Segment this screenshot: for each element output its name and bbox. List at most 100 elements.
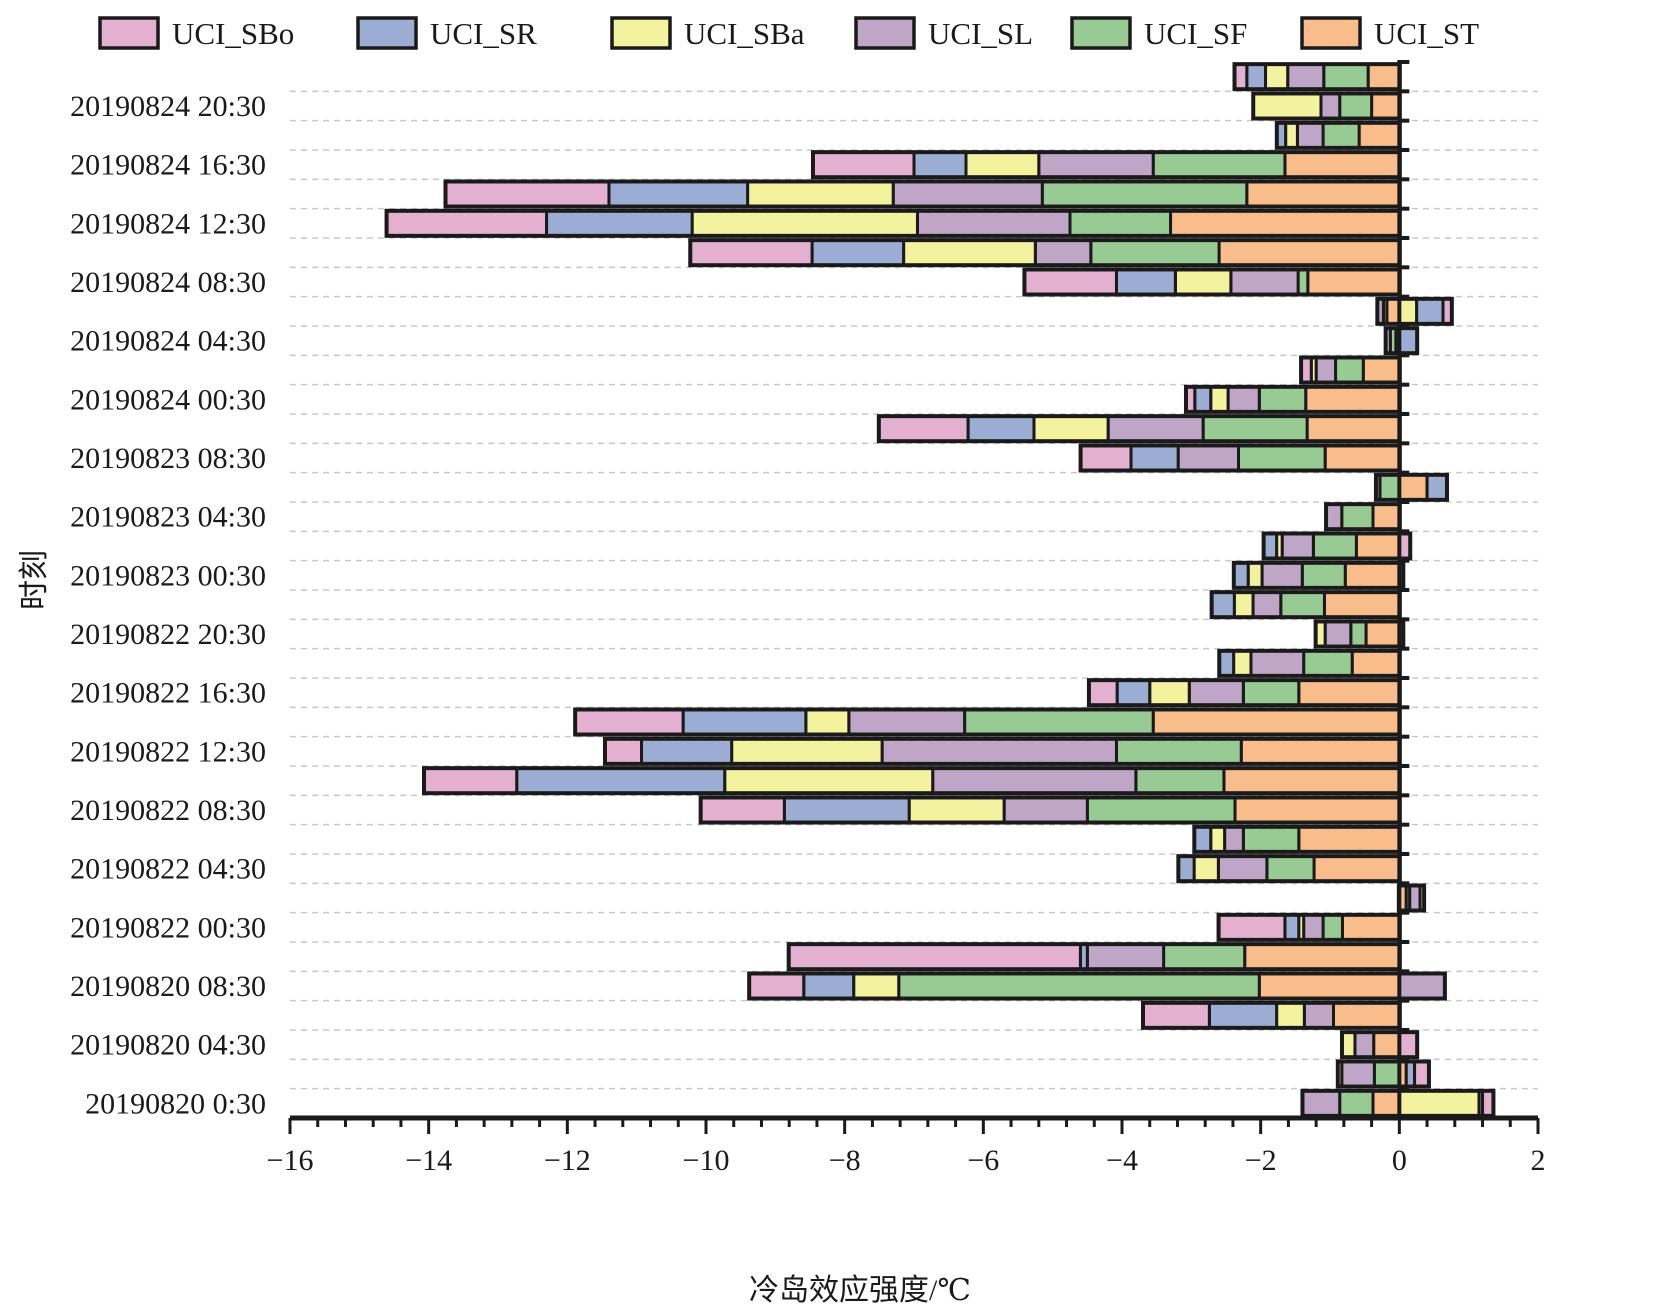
bar-segment-uci-st <box>1283 151 1401 179</box>
bar-segment-uci-sl <box>1226 385 1261 413</box>
bar-segment-uci-sl <box>1002 796 1089 824</box>
legend-swatch-uci-sl <box>854 16 916 50</box>
bar-segment-uci-sf <box>1302 649 1354 677</box>
bar-segment-uci-sbo <box>787 943 1082 971</box>
x-tick-label: −12 <box>544 1144 591 1177</box>
bar-segment-uci-sf <box>1338 92 1374 120</box>
bar-segment-uci-sba <box>1246 561 1264 589</box>
bar-segment-uci-sr <box>1232 561 1250 589</box>
bar-segment-uci-sl <box>1408 884 1422 912</box>
category-label: 20190822 12:30 <box>70 735 266 768</box>
category-label: 20190822 20:30 <box>70 618 266 651</box>
bar-segment-uci-sl <box>1251 591 1283 619</box>
category-label: 20190824 12:30 <box>70 207 266 240</box>
bar-segment-uci-sl <box>1286 63 1326 91</box>
bar-segment-uci-sf <box>1114 737 1243 765</box>
bar-segment-uci-sf <box>1162 943 1247 971</box>
bar-segment-uci-sr <box>1115 679 1152 707</box>
bar-segment-uci-sbo <box>1141 1001 1211 1029</box>
bar-segment-uci-sbo <box>603 737 644 765</box>
legend-label-uci-st: UCI_ST <box>1374 16 1479 51</box>
bar-segment-uci-sl <box>1340 1060 1376 1088</box>
bar-segment-uci-sbo <box>1087 679 1119 707</box>
bar-segment-uci-sba <box>902 239 1037 267</box>
bar-segment-uci-st <box>1361 356 1401 384</box>
bar-segment-uci-sr <box>1262 532 1279 560</box>
bar-segment-uci-sr <box>1129 444 1180 472</box>
category-label: 20190824 16:30 <box>70 149 266 182</box>
bar-segment-uci-sl <box>891 180 1044 208</box>
bar-segment-uci-sba <box>1148 679 1191 707</box>
bar-segment-uci-sba <box>1340 1031 1357 1059</box>
bar-segment-uci-sr <box>1193 385 1213 413</box>
bar-segment-uci-sr <box>802 972 856 1000</box>
bar-segment-uci-sf <box>897 972 1261 1000</box>
bar-segment-uci-sl <box>1085 943 1166 971</box>
bar-segment-uci-sba <box>1192 855 1220 883</box>
bar-segment-uci-sbo <box>574 708 685 736</box>
bar-segment-uci-sr <box>782 796 911 824</box>
bar-segment-uci-sl <box>880 737 1118 765</box>
category-label: 20190822 04:30 <box>70 853 266 886</box>
bar-segment-uci-sr <box>1193 825 1213 853</box>
category-label: 20190822 08:30 <box>70 794 266 827</box>
bar-segment-uci-sl <box>1216 855 1269 883</box>
bar-segment-uci-st <box>1371 1089 1401 1117</box>
bar-segment-uci-st <box>1370 92 1401 120</box>
bar-segment-uci-sl <box>1037 151 1155 179</box>
bar-segment-uci-sl <box>931 767 1138 795</box>
legend-label-uci-sr: UCI_SR <box>430 16 537 51</box>
bar-segment-uci-sr <box>681 708 808 736</box>
bar-segment-uci-st <box>1312 855 1401 883</box>
y-axis-title: 时刻 <box>18 550 51 610</box>
bar-segment-uci-sba <box>1336 1060 1344 1088</box>
bar-segment-uci-sf <box>1378 473 1401 501</box>
category-label: 20190822 00:30 <box>70 911 266 944</box>
bar-segment-uci-sbo <box>1184 385 1197 413</box>
bar-segment-uci-sr <box>966 415 1036 443</box>
bar-segment-uci-st <box>1343 561 1401 589</box>
bar-segment-uci-sba <box>1418 884 1426 912</box>
bar-segment-uci-sf <box>1085 796 1237 824</box>
bar-segment-uci-sl <box>1260 561 1304 589</box>
bar-segment-uci-sba <box>730 737 884 765</box>
bar-segment-uci-sr <box>1415 297 1445 325</box>
legend-label-uci-sba: UCI_SBa <box>684 16 805 51</box>
bar-segment-uci-st <box>1297 825 1401 853</box>
legend-label-uci-sl: UCI_SL <box>928 16 1033 51</box>
bar-segment-uci-sba <box>852 972 901 1000</box>
bar-segment-uci-sr <box>810 239 906 267</box>
bar-segment-uci-sr <box>640 737 734 765</box>
bar-segment-uci-sbo <box>1413 1060 1430 1088</box>
bar-segment-uci-sba <box>690 209 919 237</box>
bar-segment-uci-sba <box>1232 649 1253 677</box>
bar-segment-uci-st <box>1233 796 1401 824</box>
category-label: 20190820 08:30 <box>70 970 266 1003</box>
bar-segment-uci-sl <box>1325 503 1344 531</box>
category-label: 20190824 20:30 <box>70 90 266 123</box>
category-label: 20190820 04:30 <box>70 1029 266 1062</box>
bar-segment-uci-st <box>1305 415 1401 443</box>
bar-segment-uci-sf <box>963 708 1155 736</box>
legend-label-uci-sf: UCI_SF <box>1144 16 1247 51</box>
bar-segment-uci-st <box>1372 1031 1401 1059</box>
bar-segment-uci-sbo <box>748 972 806 1000</box>
bar-segment-uci-sr <box>1114 268 1177 296</box>
x-tick-label: −8 <box>829 1144 861 1177</box>
bar-segment-uci-sr <box>1210 591 1236 619</box>
bar-segment-uci-sl <box>1397 972 1446 1000</box>
bar-segment-uci-sf <box>1201 415 1309 443</box>
bar-segment-uci-st <box>1169 209 1401 237</box>
bar-segment-uci-sf <box>1241 825 1301 853</box>
bar-segment-uci-sl <box>1033 239 1093 267</box>
bar-segment-uci-sf <box>1311 532 1358 560</box>
bar-segment-uci-sl <box>1302 913 1325 941</box>
bar-segment-uci-sba <box>746 180 895 208</box>
bar-segment-uci-sf <box>1322 63 1370 91</box>
bar-segment-uci-sbo <box>1300 356 1313 384</box>
category-label: 20190824 08:30 <box>70 266 266 299</box>
bar-segment-uci-sbo <box>1441 297 1453 325</box>
bar-segment-uci-sbo <box>385 209 549 237</box>
bar-segment-uci-sl <box>1302 1001 1335 1029</box>
bar-segment-uci-sr <box>912 151 968 179</box>
